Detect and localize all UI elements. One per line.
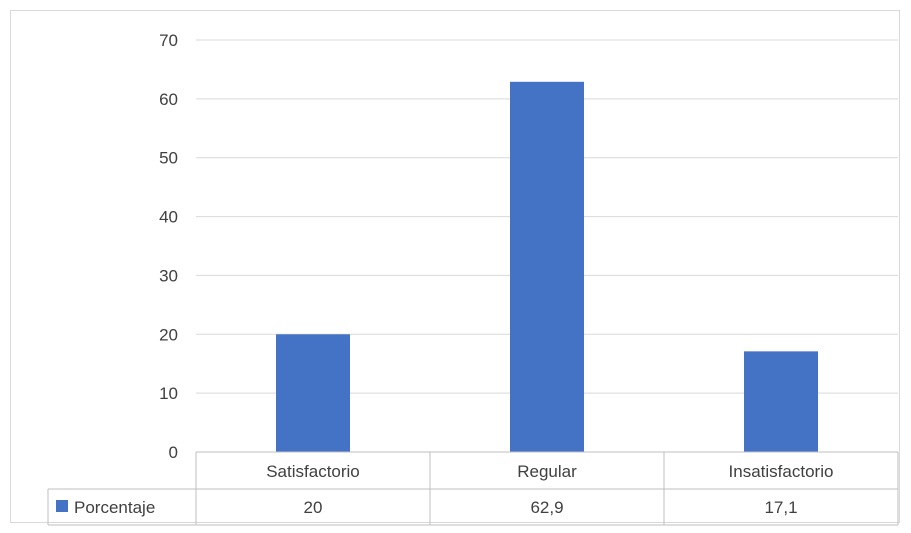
chart-frame — [10, 10, 900, 523]
legend-swatch — [56, 500, 68, 512]
data-table-value: 17,1 — [764, 498, 797, 517]
data-table-value: 20 — [304, 498, 323, 517]
y-tick-label: 50 — [159, 149, 178, 168]
x-category-label: Regular — [517, 462, 577, 481]
x-category-label: Satisfactorio — [266, 462, 360, 481]
y-tick-label: 40 — [159, 208, 178, 227]
y-tick-label: 20 — [159, 325, 178, 344]
bar-satisfactorio — [276, 334, 350, 452]
y-tick-label: 70 — [159, 31, 178, 50]
x-category-label: Insatisfactorio — [729, 462, 834, 481]
data-table-value: 62,9 — [530, 498, 563, 517]
y-tick-label: 30 — [159, 266, 178, 285]
bar-insatisfactorio — [744, 351, 818, 452]
y-tick-label: 10 — [159, 384, 178, 403]
y-tick-label: 0 — [169, 443, 178, 462]
y-tick-label: 60 — [159, 90, 178, 109]
bar-regular — [510, 81, 584, 452]
legend-label: Porcentaje — [74, 498, 155, 517]
